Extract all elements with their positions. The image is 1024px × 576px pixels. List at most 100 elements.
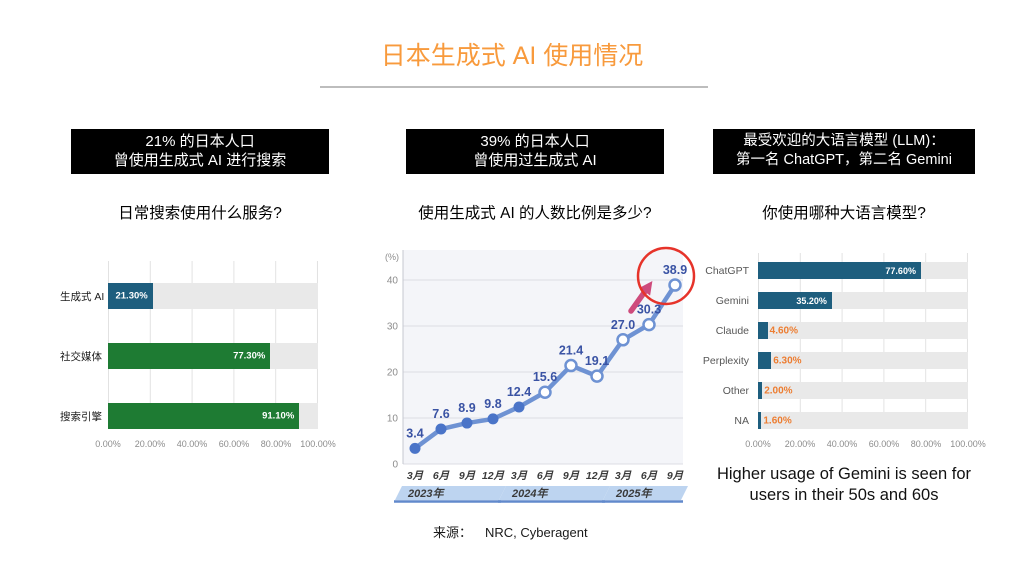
note-gemini-usage: Higher usage of Gemini is seen for users… (716, 465, 972, 505)
column-llm-usage: 最受欢迎的大语言模型 (LLM)： 第一名 ChatGPT，第二名 Gemini… (698, 129, 990, 507)
bar-value-label: 1.60% (763, 415, 792, 426)
x-axis: 0.00% 20.00% 40.00% 60.00% 80.00% 100.00% (745, 437, 986, 451)
year-band-label: 2024年 (511, 487, 549, 500)
bar-category-label: ChatGPT (705, 264, 749, 277)
bar (758, 412, 762, 429)
data-point-label: 3.4 (406, 426, 423, 440)
bar-category-label: 生成式 AI (60, 290, 105, 303)
y-axis-tick-label: 20 (387, 368, 399, 379)
x-axis-tick-label: 6月 (433, 470, 450, 482)
chart-gridlines (758, 253, 968, 429)
headline-line: 曾使用过生成式 AI (473, 152, 597, 169)
x-axis-tick-label: 100.00% (300, 439, 336, 449)
x-axis-tick-label: 80.00% (260, 439, 292, 449)
line-chart-genai-adoption: 0 10 20 30 40 (%) 2023年 2024年 2025年 3月 6月 9月 12月 3月 6月… (375, 244, 696, 512)
x-axis-tick-label: 40.00% (176, 439, 208, 449)
bar-track: 91.10% (108, 403, 318, 429)
bar: 21.30% (108, 283, 153, 309)
data-point-marker (642, 317, 656, 332)
x-axis-tick-label: 20.00% (134, 439, 166, 449)
data-point-label: 38.9 (663, 263, 687, 277)
page-title: 日本生成式 AI 使用情况 (380, 42, 644, 70)
bar-chart-search-services: 生成式 AI 21.30% 社交媒体 77.30% 搜索引擎 91.10% 0.00% 20.… (60, 261, 340, 451)
y-axis-tick-label: 30 (387, 322, 399, 333)
bar-value-label: 6.30% (773, 355, 802, 366)
x-axis-tick-label: 80.00% (910, 439, 942, 449)
headline-line: 最受欢迎的大语言模型 (LLM)： (743, 133, 945, 149)
year-band (499, 486, 610, 500)
data-point-label: 9.8 (484, 397, 501, 411)
data-point-marker (590, 369, 604, 383)
bar: 91.10% (108, 403, 300, 429)
bar-category-label: Other (722, 384, 749, 397)
x-axis-tick-label: 9月 (667, 470, 684, 482)
year-band (395, 486, 506, 500)
data-point-label: 27.0 (611, 318, 635, 332)
bar-track: 77.30% (108, 343, 318, 369)
x-axis-tick-label: 60.00% (218, 439, 250, 449)
data-point-label: 12.4 (507, 385, 531, 399)
data-point-marker (487, 413, 499, 425)
bar-value-label: 35.20% (796, 295, 827, 306)
data-point-marker (616, 333, 630, 347)
bar-category-label: 搜索引擎 (60, 410, 102, 423)
x-axis-tick-label: 3月 (511, 470, 528, 482)
bar-category-label: Gemini (715, 294, 749, 307)
headline-box-adoption: 39% 的日本人口 曾使用过生成式 AI (406, 129, 664, 174)
y-axis-tick-label: 40 (387, 276, 399, 287)
x-axis-tick-label: 6月 (537, 470, 554, 482)
bar-row: Gemini 35.20% (698, 292, 990, 309)
column-search-services: 21% 的日本人口 曾使用生成式 AI 进行搜索 日常搜索使用什么服务? 生成式… (60, 129, 340, 451)
question-genai-adoption: 使用生成式 AI 的人数比例是多少? (418, 205, 652, 222)
y-axis-unit-label: (%) (385, 252, 399, 262)
bar-track: 4.60% (758, 322, 968, 339)
x-axis-tick-label: 0.00% (745, 439, 771, 449)
column-genai-adoption: 39% 的日本人口 曾使用过生成式 AI 使用生成式 AI 的人数比例是多少? … (375, 129, 696, 512)
headline-line: 21% 的日本人口 (145, 133, 255, 150)
bar-track: 1.60% (758, 412, 968, 429)
line-chart-svg: 0 10 20 30 40 (%) 2023年 2024年 2025年 3月 6月 9月 12月 3月 6月… (385, 246, 696, 503)
headline-box-search: 21% 的日本人口 曾使用生成式 AI 进行搜索 (71, 129, 329, 174)
bar: 77.60% (758, 262, 921, 279)
bar-category-label: 社交媒体 (60, 350, 102, 363)
bar-track: 6.30% (758, 352, 968, 369)
headline-box-llm: 最受欢迎的大语言模型 (LLM)： 第一名 ChatGPT，第二名 Gemini (713, 129, 975, 174)
x-axis-tick-label: 6月 (641, 470, 658, 482)
question-search-services: 日常搜索使用什么服务? (118, 205, 282, 222)
title-divider (320, 86, 708, 88)
bar-row: ChatGPT 77.60% (698, 262, 990, 279)
bar-value-label: 21.30% (115, 290, 148, 302)
bar-row: Perplexity 6.30% (698, 352, 990, 369)
data-point-label: 21.4 (559, 344, 583, 358)
x-axis-tick-label: 0.00% (95, 439, 121, 449)
bar: 35.20% (758, 292, 832, 309)
bar-row: 生成式 AI 21.30% (60, 283, 340, 309)
year-band (603, 486, 688, 500)
bar-row: 搜索引擎 91.10% (60, 403, 340, 429)
x-axis-tick-label: 12月 (586, 470, 609, 482)
bar-row: Claude 4.60% (698, 322, 990, 339)
data-point-marker (461, 417, 473, 429)
y-axis-tick-label: 10 (387, 414, 399, 425)
x-axis-tick-label: 20.00% (784, 439, 816, 449)
bar-track: 21.30% (108, 283, 318, 309)
headline-line: 39% 的日本人口 (480, 133, 590, 150)
data-point-marker (564, 358, 578, 373)
x-axis-tick-label: 9月 (459, 470, 476, 482)
bar-value-label: 4.60% (769, 325, 799, 336)
data-point-label: 30.3 (637, 303, 661, 317)
bar-chart-llm-usage: ChatGPT 77.60% Gemini 35.20% Claude 4.60% Perp… (698, 253, 990, 451)
highlight-circle-annotation (636, 246, 696, 306)
source-label: 来源： (433, 525, 473, 540)
source-value: NRC, Cyberagent (485, 525, 588, 540)
bar-track: 77.60% (758, 262, 968, 279)
x-axis-tick-label: 100.00% (950, 439, 986, 449)
bar-track: 35.20% (758, 292, 968, 309)
y-axis-tick-label: 0 (392, 460, 398, 471)
bar-track: 2.00% (758, 382, 968, 399)
x-axis-tick-label: 40.00% (826, 439, 858, 449)
x-axis-tick-label: 9月 (563, 470, 580, 482)
year-band-label: 2025年 (615, 487, 653, 500)
source-line: 来源： NRC, Cyberagent (433, 522, 588, 541)
